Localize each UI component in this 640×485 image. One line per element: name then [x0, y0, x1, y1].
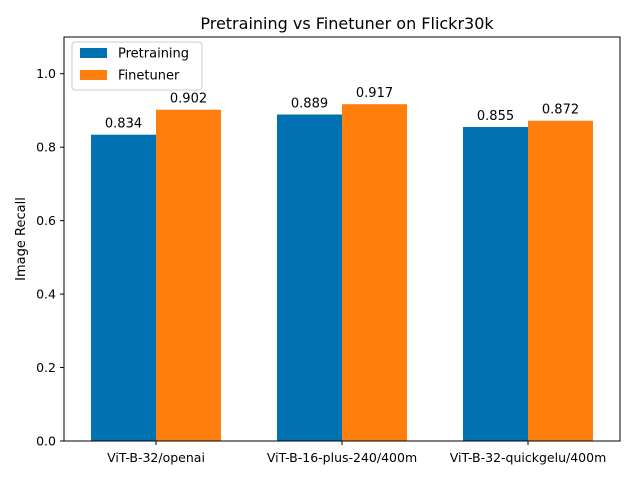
value-labels-layer: 0.834 0.902 0.889 0.917 0.855 0.872: [105, 86, 579, 131]
y-axis-label: Image Recall: [14, 197, 29, 281]
value-label-finetuner-3: 0.872: [542, 103, 579, 118]
y-tick-label: 0.4: [36, 287, 56, 302]
y-tick-label: 0.6: [36, 213, 56, 228]
y-tick-label: 0.0: [36, 434, 56, 449]
bar-finetuner-1: [156, 109, 221, 441]
bar-finetuner-3: [528, 120, 593, 441]
legend-label-finetuner: Finetuner: [118, 69, 180, 84]
value-label-finetuner-2: 0.917: [356, 86, 393, 101]
bar-pretraining-2: [277, 114, 342, 442]
x-tick-label-3: ViT-B-32-quickgelu/400m: [450, 450, 607, 465]
value-label-pretraining-2: 0.889: [291, 96, 328, 111]
bar-pretraining-1: [91, 134, 156, 441]
value-label-finetuner-1: 0.902: [170, 92, 207, 107]
chart-title: Pretraining vs Finetuner on Flickr30k: [200, 14, 494, 33]
legend: Pretraining Finetuner: [71, 41, 203, 91]
value-label-pretraining-1: 0.834: [105, 117, 142, 132]
value-label-pretraining-3: 0.855: [477, 109, 514, 124]
bars-layer: [91, 104, 593, 442]
legend-label-pretraining: Pretraining: [118, 47, 189, 62]
x-tick-label-1: ViT-B-32/openai: [107, 450, 205, 465]
y-tick-label: 0.8: [36, 140, 56, 155]
bar-finetuner-2: [342, 104, 407, 441]
x-tick-label-2: ViT-B-16-plus-240/400m: [267, 450, 417, 465]
x-axis-ticks: ViT-B-32/openai ViT-B-16-plus-240/400m ViT…: [107, 441, 606, 465]
legend-swatch-finetuner: [80, 70, 107, 80]
y-tick-label: 0.2: [36, 360, 56, 375]
bar-pretraining-3: [463, 126, 528, 442]
y-tick-label: 1.0: [36, 66, 56, 81]
legend-swatch-pretraining: [80, 48, 107, 58]
y-axis-ticks: 0.0 0.2 0.4 0.6 0.8 1.0: [36, 66, 64, 449]
